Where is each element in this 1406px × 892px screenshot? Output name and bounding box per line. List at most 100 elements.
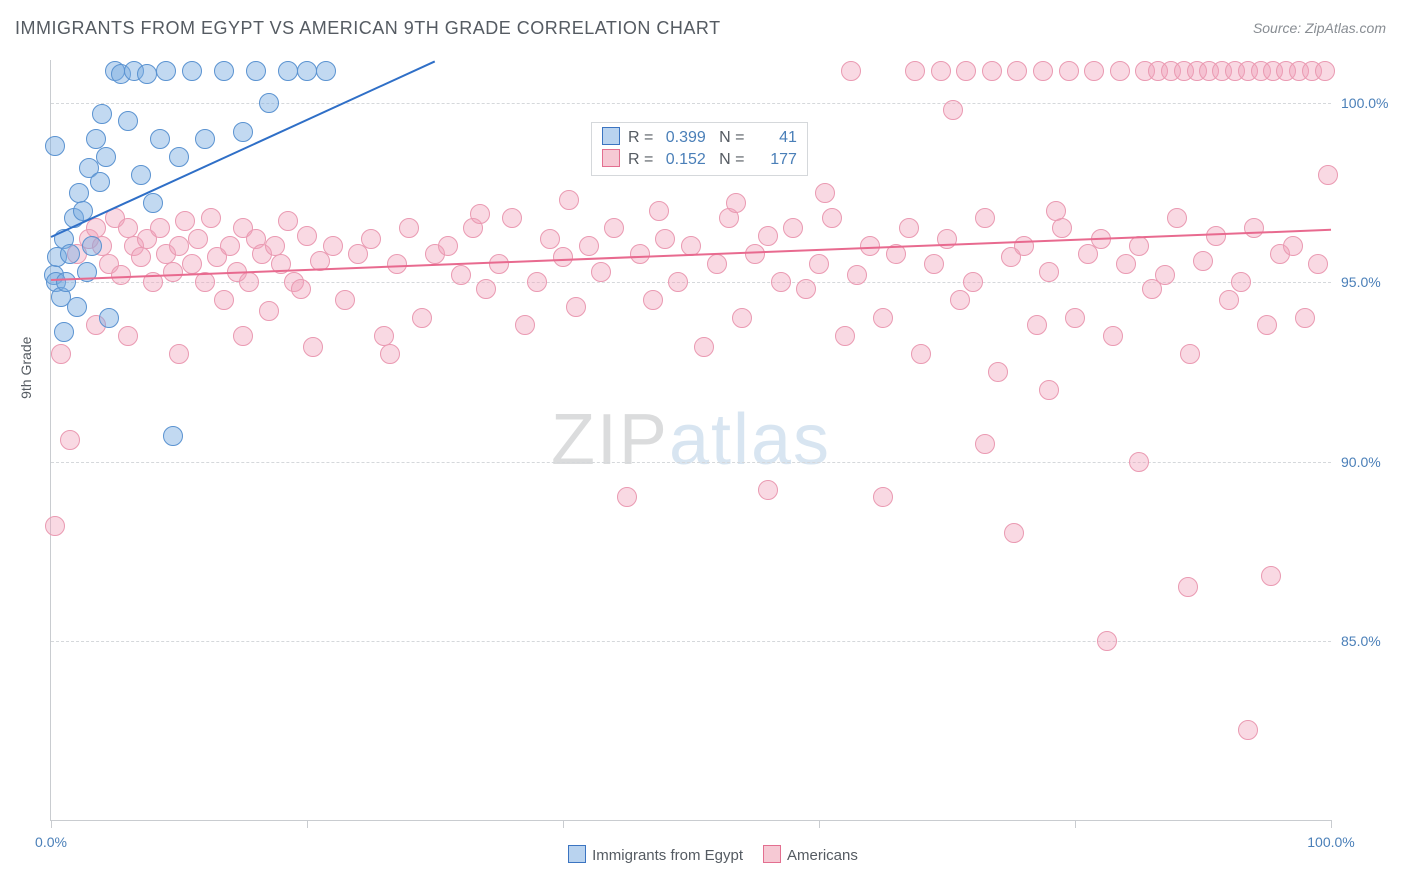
data-point-americans bbox=[668, 272, 688, 292]
data-point-americans bbox=[931, 61, 951, 81]
data-point-americans bbox=[1129, 452, 1149, 472]
data-point-americans bbox=[1231, 272, 1251, 292]
data-point-americans bbox=[1178, 577, 1198, 597]
data-point-egypt bbox=[99, 308, 119, 328]
data-point-americans bbox=[150, 218, 170, 238]
data-point-egypt bbox=[233, 122, 253, 142]
data-point-americans bbox=[975, 434, 995, 454]
data-point-egypt bbox=[90, 172, 110, 192]
gridline bbox=[51, 103, 1331, 104]
data-point-americans bbox=[822, 208, 842, 228]
data-point-egypt bbox=[131, 165, 151, 185]
data-point-egypt bbox=[195, 129, 215, 149]
data-point-americans bbox=[470, 204, 490, 224]
data-point-americans bbox=[233, 326, 253, 346]
data-point-americans bbox=[380, 344, 400, 364]
y-tick-label: 100.0% bbox=[1341, 95, 1401, 111]
y-tick-label: 90.0% bbox=[1341, 454, 1401, 470]
data-point-americans bbox=[643, 290, 663, 310]
legend-swatch bbox=[602, 127, 620, 145]
data-point-americans bbox=[278, 211, 298, 231]
data-point-americans bbox=[815, 183, 835, 203]
data-point-americans bbox=[1318, 165, 1338, 185]
data-point-egypt bbox=[60, 244, 80, 264]
legend-label: Immigrants from Egypt bbox=[592, 847, 743, 864]
data-point-americans bbox=[131, 247, 151, 267]
data-point-americans bbox=[630, 244, 650, 264]
data-point-americans bbox=[873, 308, 893, 328]
data-point-americans bbox=[297, 226, 317, 246]
data-point-americans bbox=[649, 201, 669, 221]
x-tick bbox=[51, 820, 52, 828]
watermark-zip: ZIP bbox=[551, 400, 669, 480]
x-tick bbox=[563, 820, 564, 828]
data-point-americans bbox=[617, 487, 637, 507]
x-tick bbox=[307, 820, 308, 828]
data-point-americans bbox=[1046, 201, 1066, 221]
series-legend: Immigrants from EgyptAmericans bbox=[0, 845, 1406, 864]
data-point-egypt bbox=[156, 61, 176, 81]
data-point-americans bbox=[303, 337, 323, 357]
data-point-americans bbox=[591, 262, 611, 282]
data-point-americans bbox=[515, 315, 535, 335]
data-point-americans bbox=[188, 229, 208, 249]
data-point-americans bbox=[809, 254, 829, 274]
data-point-americans bbox=[579, 236, 599, 256]
data-point-americans bbox=[796, 279, 816, 299]
data-point-americans bbox=[1004, 523, 1024, 543]
data-point-americans bbox=[60, 430, 80, 450]
data-point-americans bbox=[1180, 344, 1200, 364]
data-point-americans bbox=[988, 362, 1008, 382]
x-tick bbox=[1331, 820, 1332, 828]
data-point-americans bbox=[399, 218, 419, 238]
data-point-americans bbox=[956, 61, 976, 81]
data-point-egypt bbox=[246, 61, 266, 81]
data-point-americans bbox=[694, 337, 714, 357]
data-point-americans bbox=[726, 193, 746, 213]
data-point-egypt bbox=[92, 104, 112, 124]
r-label: R = bbox=[628, 129, 658, 146]
data-point-americans bbox=[45, 516, 65, 536]
r-value: 0.152 bbox=[658, 149, 706, 171]
data-point-americans bbox=[51, 344, 71, 364]
data-point-americans bbox=[1315, 61, 1335, 81]
r-label: R = bbox=[628, 151, 658, 168]
data-point-americans bbox=[1027, 315, 1047, 335]
watermark-atlas: atlas bbox=[669, 400, 831, 480]
data-point-americans bbox=[732, 308, 752, 328]
data-point-americans bbox=[540, 229, 560, 249]
plot-area: ZIPatlas R = 0.399 N = 41R = 0.152 N = 1… bbox=[50, 60, 1331, 821]
n-value: 41 bbox=[749, 127, 797, 149]
data-point-americans bbox=[911, 344, 931, 364]
data-point-americans bbox=[1257, 315, 1277, 335]
data-point-americans bbox=[201, 208, 221, 228]
data-point-americans bbox=[1219, 290, 1239, 310]
data-point-egypt bbox=[169, 147, 189, 167]
data-point-egypt bbox=[56, 272, 76, 292]
data-point-americans bbox=[937, 229, 957, 249]
data-point-americans bbox=[502, 208, 522, 228]
data-point-americans bbox=[1116, 254, 1136, 274]
data-point-americans bbox=[1059, 61, 1079, 81]
data-point-americans bbox=[169, 236, 189, 256]
data-point-americans bbox=[1167, 208, 1187, 228]
data-point-americans bbox=[604, 218, 624, 238]
data-point-egypt bbox=[214, 61, 234, 81]
correlation-legend-row: R = 0.152 N = 177 bbox=[602, 149, 797, 171]
data-point-americans bbox=[655, 229, 675, 249]
data-point-americans bbox=[335, 290, 355, 310]
data-point-americans bbox=[1308, 254, 1328, 274]
data-point-americans bbox=[982, 61, 1002, 81]
data-point-americans bbox=[924, 254, 944, 274]
data-point-americans bbox=[438, 236, 458, 256]
legend-swatch bbox=[602, 149, 620, 167]
source-label: Source: ZipAtlas.com bbox=[1253, 20, 1386, 36]
data-point-americans bbox=[847, 265, 867, 285]
data-point-americans bbox=[559, 190, 579, 210]
data-point-americans bbox=[1007, 61, 1027, 81]
data-point-egypt bbox=[96, 147, 116, 167]
data-point-americans bbox=[1283, 236, 1303, 256]
chart-title: IMMIGRANTS FROM EGYPT VS AMERICAN 9TH GR… bbox=[15, 18, 721, 39]
data-point-americans bbox=[1065, 308, 1085, 328]
data-point-egypt bbox=[316, 61, 336, 81]
